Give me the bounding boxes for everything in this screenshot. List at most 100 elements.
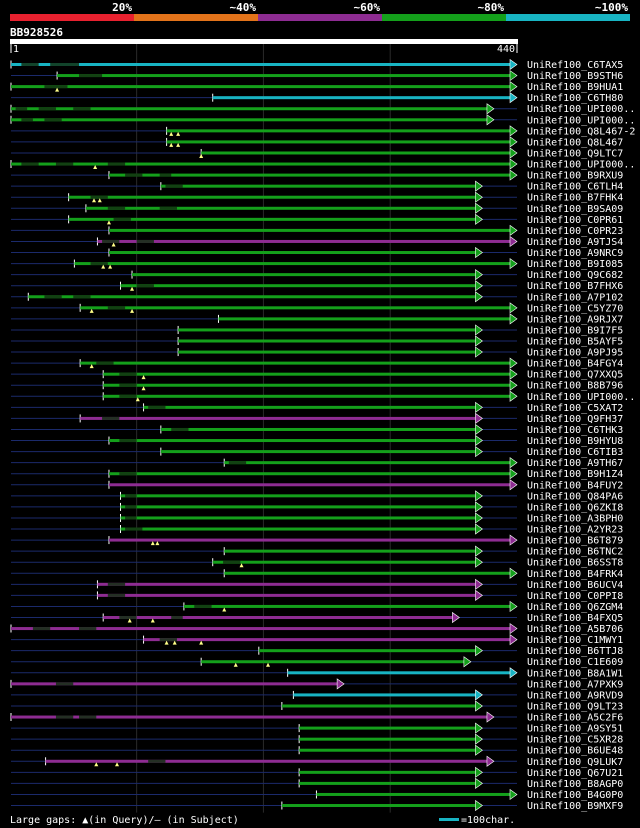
hit-arrow-head: [475, 722, 483, 734]
hit-row: UniRef100_B8A1W1: [11, 667, 623, 679]
query-gap-marker: [93, 165, 98, 170]
hit-bar: [258, 649, 477, 653]
query-gap-marker: [199, 640, 204, 645]
hit-arrow-head: [486, 114, 495, 126]
hit-arrow-head: [475, 589, 483, 601]
hit-bar: [11, 85, 511, 89]
hit-label: UniRef100_B9I085: [527, 259, 623, 270]
hit-row: UniRef100_B6TNC2: [11, 545, 623, 558]
subject-gap: [148, 405, 166, 409]
hit-row: UniRef100_C6THK3: [11, 423, 623, 436]
subject-gap: [73, 107, 91, 111]
hit-row: UniRef100_Q6ZGM4: [11, 600, 623, 613]
hit-bar: [97, 582, 477, 586]
subject-gap: [107, 306, 126, 310]
query-gap-marker: [111, 242, 116, 247]
subject-gap: [136, 239, 154, 243]
hit-row: UniRef100_B9HUA1: [10, 81, 623, 93]
hit-bar: [183, 604, 511, 608]
subject-gap: [119, 372, 137, 376]
hit-arrow-head: [509, 81, 518, 93]
hit-arrow-head: [475, 180, 483, 192]
hit-arrow-head: [509, 622, 518, 635]
hit-arrow-head: [509, 302, 518, 314]
hit-row: UniRef100_Q67U21: [11, 766, 623, 779]
hit-label: UniRef100_B6T879: [527, 536, 623, 547]
hit-row: UniRef100_C5XR28: [11, 733, 623, 746]
hit-label: UniRef100_A7P102: [527, 292, 623, 303]
hit-bar: [108, 483, 512, 487]
hit-arrow-head: [509, 457, 518, 469]
hit-bar: [57, 74, 511, 78]
hit-label: UniRef100_Q67U21: [527, 768, 623, 779]
hit-row: UniRef100_B4FRK4: [11, 567, 623, 580]
subject-gap: [119, 439, 137, 443]
hit-label: UniRef100_B9MXF9: [527, 801, 623, 812]
subject-gap: [119, 383, 137, 387]
subject-gap: [119, 394, 137, 398]
hit-label: UniRef100_B9RXU9: [527, 171, 623, 182]
hit-row: UniRef100_A3BPH0: [11, 512, 623, 524]
hit-label: UniRef100_UPI000..: [527, 160, 635, 171]
hit-label: UniRef100_B4FRK4: [527, 569, 623, 580]
subject-gap: [171, 427, 189, 431]
hit-arrow-head: [452, 611, 460, 624]
hit-row: UniRef100_Q6ZKI8: [11, 501, 623, 513]
hit-bar: [178, 328, 477, 332]
hit-row: UniRef100_B8AGP0: [11, 777, 623, 790]
hit-bar: [143, 638, 511, 642]
query-gap-marker: [164, 640, 169, 645]
hit-bar: [160, 450, 477, 454]
hit-row: UniRef100_C5YZ70: [11, 302, 623, 314]
query-gap-marker: [106, 220, 111, 225]
hit-arrow-head: [509, 169, 518, 181]
hit-label: UniRef100_Q8L467: [527, 137, 623, 148]
subject-gap: [125, 494, 137, 498]
subject-gap: [32, 627, 51, 631]
hit-arrow-head: [475, 766, 483, 778]
hit-bar: [160, 427, 477, 431]
hit-bar: [11, 627, 511, 631]
subject-gap: [159, 173, 172, 177]
hit-row: UniRef100_C6TLH4: [11, 180, 623, 193]
hit-arrow-head: [475, 434, 483, 447]
hit-label: UniRef100_B6TNC2: [527, 547, 623, 558]
hit-label: UniRef100_B4G0P0: [527, 790, 623, 801]
hit-bar: [11, 682, 339, 686]
hit-bar: [160, 184, 477, 188]
hit-arrow-head: [475, 335, 483, 347]
hit-bar: [108, 472, 512, 476]
subject-gap: [79, 74, 103, 78]
hit-bar: [224, 549, 477, 553]
hit-label: UniRef100_C6TIB3: [527, 447, 623, 458]
subject-gap: [223, 560, 241, 564]
hit-arrow-head: [509, 58, 518, 71]
hit-arrow-head: [509, 224, 518, 236]
query-gap-marker: [199, 153, 204, 158]
hit-row: UniRef100_B6UCV4: [11, 578, 623, 591]
hit-label: UniRef100_B4FXQ5: [527, 613, 623, 624]
hit-row: UniRef100_Q84PA6: [11, 490, 623, 502]
subject-gap: [55, 682, 74, 686]
identity-legend-label: ~40%: [230, 1, 257, 14]
hit-label: UniRef100_Q9LT23: [527, 701, 623, 712]
hit-row: UniRef100_C6TH80: [11, 92, 623, 104]
hit-row: UniRef100_B7FHX6: [11, 280, 623, 292]
hit-row: UniRef100_Q8L467-2: [11, 125, 635, 137]
hit-bar: [281, 704, 477, 708]
hit-bar: [108, 251, 477, 255]
hit-bar: [120, 527, 477, 531]
hit-bar: [166, 129, 511, 133]
hit-bar: [11, 715, 488, 719]
hit-label: UniRef100_Q84PA6: [527, 491, 623, 502]
scale-bar: [439, 818, 459, 821]
hit-arrow-head: [475, 401, 483, 413]
hit-label: UniRef100_A9TH67: [527, 458, 623, 469]
hit-label: UniRef100_C1MWY1: [527, 635, 623, 646]
hit-row: UniRef100_A9RJX7: [11, 313, 623, 325]
hit-label: UniRef100_UPI000..: [527, 115, 635, 126]
hit-arrow-head: [509, 235, 518, 248]
query-gap-marker: [130, 308, 135, 313]
hit-bar: [74, 262, 512, 266]
gaps-legend-text: Large gaps: ▲(in Query)/— (in Subject): [10, 815, 239, 826]
